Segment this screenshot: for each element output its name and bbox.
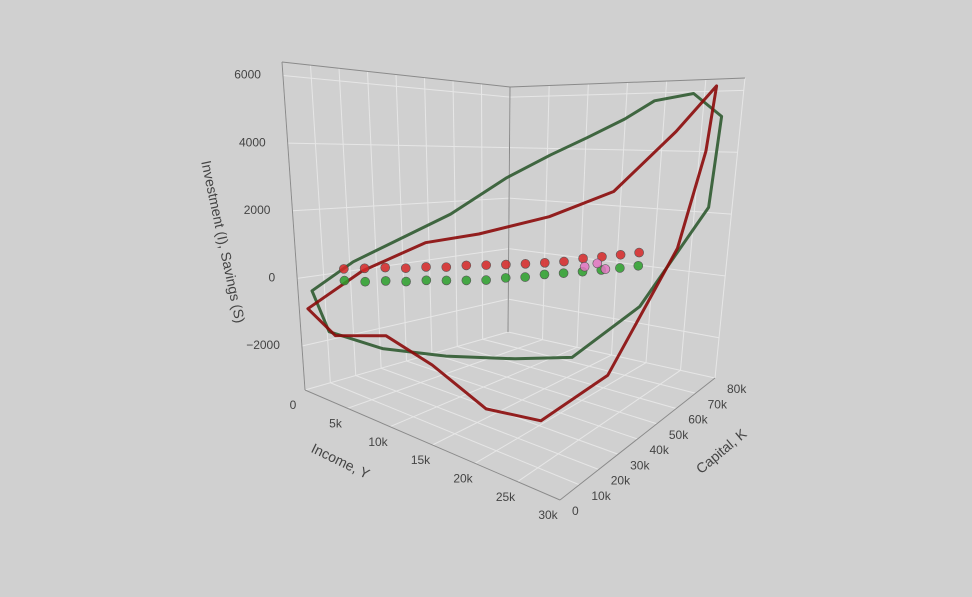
scatter-point [481, 275, 491, 285]
scatter-point [615, 249, 626, 260]
z-tick-label: 6000 [234, 68, 261, 82]
scatter-point [500, 273, 511, 283]
grid-line [509, 197, 732, 215]
scatter-point [360, 276, 370, 287]
scatter-point [421, 262, 431, 272]
axis-line [507, 86, 511, 333]
scatter-point [539, 258, 550, 268]
grid-line [507, 331, 716, 379]
trajectory-line [310, 92, 724, 361]
y-tick-label: 30k [630, 458, 650, 472]
y-tick-label: 80k [727, 382, 747, 396]
scatter-point [461, 260, 472, 271]
axis-line [559, 377, 716, 501]
x-tick-label: 20k [453, 472, 473, 486]
trajectory-line [306, 84, 719, 423]
grid-line [542, 85, 550, 340]
grid-line [301, 298, 509, 347]
scatter-point [559, 256, 569, 267]
scatter-point [359, 263, 370, 274]
x-tick-label: 15k [411, 453, 431, 467]
grid-line [509, 147, 738, 153]
x-tick-label: 30k [538, 508, 558, 522]
scatter-point [558, 268, 569, 278]
scatter-point [600, 264, 611, 274]
scatter-point [520, 259, 531, 269]
z-tick-label: 2000 [244, 203, 271, 217]
scatter-point [501, 259, 511, 270]
y-tick-label: 60k [688, 413, 708, 427]
grid-line [481, 83, 484, 340]
axis-line [509, 77, 746, 88]
axis-line [304, 389, 561, 501]
z-tick-label: −2000 [246, 338, 280, 352]
x-tick-label: 5k [329, 417, 343, 431]
scatter-point [380, 262, 391, 273]
scatter-point [539, 269, 550, 280]
scatter-point [597, 251, 607, 262]
y-tick-label: 40k [650, 443, 670, 457]
grid-line [338, 68, 357, 376]
grid-line [424, 77, 433, 354]
scatter-point [441, 262, 452, 272]
scatter-point [461, 275, 472, 286]
scatter-point [339, 264, 349, 274]
scatter-point [481, 260, 491, 270]
grid-line [297, 248, 509, 279]
grid-line [310, 65, 331, 383]
x-tick-label: 0 [290, 398, 297, 412]
x-axis-title: Income, Y [309, 440, 373, 482]
grid-line [431, 353, 658, 425]
grid-line [508, 248, 726, 277]
grid-line [287, 142, 510, 149]
grid-line [645, 80, 668, 363]
scatter-point [380, 276, 391, 286]
y-tick-label: 0 [572, 504, 579, 518]
y-tick-label: 20k [611, 474, 631, 488]
scatter-point [615, 263, 625, 273]
grid-line [355, 375, 599, 470]
grid-line [680, 79, 707, 371]
grid-line [282, 75, 510, 98]
x-tick-label: 10k [368, 435, 388, 449]
scatter-point [401, 276, 411, 287]
scatter-point [339, 275, 350, 286]
z-tick-label: 0 [268, 271, 275, 285]
z-axis-title: Investment (I), Savings (S) [198, 159, 248, 324]
y-axis-title: Capital, K [693, 425, 750, 477]
scatter-point [633, 260, 644, 271]
grid-line [452, 80, 458, 347]
z-tick-label: 4000 [239, 135, 266, 149]
x-tick-label: 25k [496, 490, 516, 504]
grid-line [482, 338, 696, 394]
axis-line [281, 61, 306, 391]
scatter-point [441, 275, 452, 286]
grid-line [611, 82, 628, 356]
scatter-point [400, 263, 411, 274]
grid-line [576, 83, 589, 348]
grid-line [367, 71, 382, 369]
scatter-point [592, 258, 603, 269]
scatter-point [520, 272, 530, 282]
y-tick-label: 10k [591, 489, 611, 503]
scatter-point [421, 275, 432, 286]
scatter-point [578, 253, 588, 264]
grid-line [508, 298, 720, 339]
grid-line [509, 89, 744, 98]
grid-line [395, 74, 407, 362]
axis-line [281, 61, 511, 88]
scatter-point [579, 261, 590, 272]
scatter-point [634, 247, 644, 258]
grid-line [714, 77, 746, 379]
y-tick-label: 50k [669, 428, 689, 442]
y-tick-label: 70k [708, 397, 728, 411]
grid-line [457, 346, 677, 409]
grid-line [330, 382, 580, 486]
